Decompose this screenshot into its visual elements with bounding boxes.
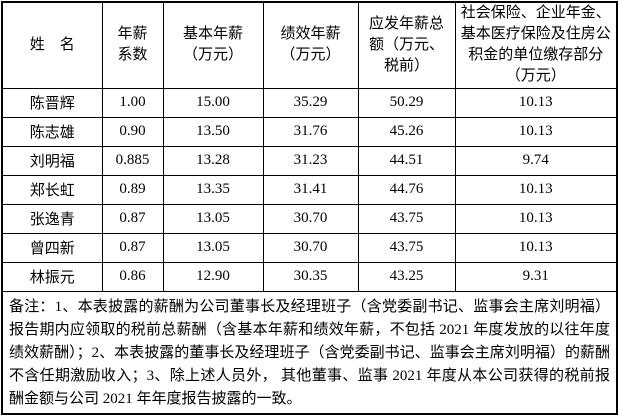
cell-total-salary: 43.75 [357, 232, 456, 263]
remarks-row: 备注：1、本表披露的薪酬为公司董事长及经理班子（含党委副书记、监事会主席刘明福）… [1, 290, 618, 414]
cell-performance-salary: 30.70 [262, 203, 359, 234]
cell-insurance: 10.13 [454, 203, 618, 234]
remarks-text: 备注：1、本表披露的薪酬为公司董事长及经理班子（含党委副书记、监事会主席刘明福）… [1, 290, 618, 414]
cell-total-salary: 43.25 [357, 261, 456, 292]
cell-total-salary: 45.26 [357, 116, 456, 147]
cell-insurance: 10.13 [454, 232, 618, 263]
cell-total-salary: 44.51 [357, 145, 456, 176]
cell-coefficient: 0.90 [101, 116, 164, 147]
table-row: 陈晋辉 1.00 15.00 35.29 50.29 10.13 [1, 87, 618, 118]
table-row: 陈志雄 0.90 13.50 31.76 45.26 10.13 [1, 116, 618, 147]
header-name: 姓 名 [1, 1, 103, 89]
header-total-salary: 应发年薪总 额（万元、 税前） [357, 1, 456, 89]
cell-coefficient: 0.885 [101, 145, 164, 176]
cell-base-salary: 13.28 [162, 145, 264, 176]
cell-performance-salary: 35.29 [262, 87, 359, 118]
cell-performance-salary: 31.76 [262, 116, 359, 147]
table-row: 张逸青 0.87 13.05 30.70 43.75 10.13 [1, 203, 618, 234]
cell-base-salary: 15.00 [162, 87, 264, 118]
table-header-row: 姓 名 年薪 系数 基本年薪 （万元） 绩效年薪 （万元） 应发年薪总 额（万元… [1, 1, 618, 89]
cell-base-salary: 13.05 [162, 232, 264, 263]
cell-name: 林振元 [1, 261, 103, 292]
cell-performance-salary: 30.70 [262, 232, 359, 263]
cell-name: 陈晋辉 [1, 87, 103, 118]
table-row: 郑长虹 0.89 13.35 31.41 44.76 10.13 [1, 174, 618, 205]
cell-performance-salary: 31.41 [262, 174, 359, 205]
cell-name: 刘明福 [1, 145, 103, 176]
cell-total-salary: 44.76 [357, 174, 456, 205]
header-performance-salary: 绩效年薪 （万元） [262, 1, 359, 89]
header-salary-coefficient: 年薪 系数 [101, 1, 164, 89]
cell-name: 陈志雄 [1, 116, 103, 147]
cell-coefficient: 0.89 [101, 174, 164, 205]
cell-base-salary: 13.35 [162, 174, 264, 205]
cell-insurance: 10.13 [454, 174, 618, 205]
table-row: 林振元 0.86 12.90 30.35 43.25 9.31 [1, 261, 618, 292]
cell-base-salary: 12.90 [162, 261, 264, 292]
cell-coefficient: 1.00 [101, 87, 164, 118]
table-row: 刘明福 0.885 13.28 31.23 44.51 9.74 [1, 145, 618, 176]
cell-performance-salary: 30.35 [262, 261, 359, 292]
cell-coefficient: 0.87 [101, 232, 164, 263]
cell-insurance: 10.13 [454, 116, 618, 147]
cell-coefficient: 0.86 [101, 261, 164, 292]
cell-name: 曾四新 [1, 232, 103, 263]
cell-performance-salary: 31.23 [262, 145, 359, 176]
cell-name: 张逸青 [1, 203, 103, 234]
table-row: 曾四新 0.87 13.05 30.70 43.75 10.13 [1, 232, 618, 263]
header-base-salary: 基本年薪 （万元） [162, 1, 264, 89]
cell-total-salary: 43.75 [357, 203, 456, 234]
cell-insurance: 9.74 [454, 145, 618, 176]
cell-name: 郑长虹 [1, 174, 103, 205]
cell-total-salary: 50.29 [357, 87, 456, 118]
cell-coefficient: 0.87 [101, 203, 164, 234]
cell-insurance: 10.13 [454, 87, 618, 118]
cell-base-salary: 13.50 [162, 116, 264, 147]
cell-base-salary: 13.05 [162, 203, 264, 234]
header-insurance-contribution: 社会保险、企业年金、 基本医疗保险及住房公 积金的单位缴存部分 （万元） [454, 1, 618, 89]
cell-insurance: 9.31 [454, 261, 618, 292]
